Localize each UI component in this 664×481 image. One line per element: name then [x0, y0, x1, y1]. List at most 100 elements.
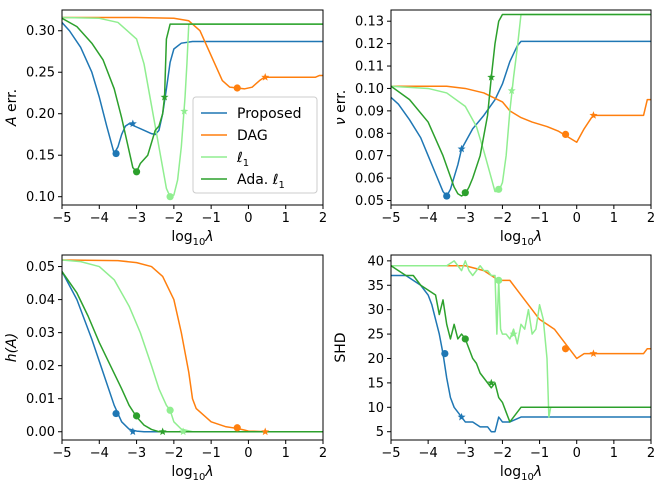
marker-star-ada	[160, 92, 169, 101]
y-tick-label: 0.20	[26, 107, 55, 122]
series-line-proposed	[62, 21, 323, 155]
axes-frame	[61, 254, 324, 441]
marker-star-l1	[507, 86, 516, 95]
marker-dot-proposed	[443, 192, 451, 200]
x-tick-label: −2	[493, 211, 512, 226]
x-tick-label: 1	[282, 446, 290, 461]
x-axis-label: log10λ	[171, 229, 213, 248]
marker-star-proposed	[128, 427, 137, 436]
legend-box	[192, 96, 318, 194]
y-tick-label: 0.13	[355, 15, 384, 30]
x-axis-label: log10λ	[500, 464, 542, 481]
y-tick-label: 0.03	[26, 326, 55, 341]
series-lines	[62, 259, 323, 433]
x-tick-label: −1	[202, 446, 221, 461]
x-tick-label: 1	[610, 446, 618, 461]
x-tick-label: −5	[52, 211, 71, 226]
x-axis-label: log10λ	[500, 229, 542, 248]
x-tick-label: −3	[127, 211, 146, 226]
marker-star-l1	[509, 329, 518, 338]
panel-nu_err: −5 −4 −3 −2 −1 0 1 2 0.05 0.06 0.07 0.08 0.09 0.10 0.1…	[333, 9, 655, 248]
y-tick-label: 5	[376, 425, 384, 440]
marker-dot-ada	[461, 335, 469, 343]
y-tick-label: 25	[367, 328, 384, 343]
series-line-proposed	[391, 40, 651, 197]
marker-dot-proposed	[112, 149, 120, 158]
y-tick-label: 0.08	[355, 127, 384, 142]
panels: −5 −4 −3 −2 −1 0 1 2 0.10 0.15 0.20 0.25 0.30 log10λ A…	[4, 9, 655, 481]
marker-dot-ada	[132, 168, 141, 176]
x-tick-label: 2	[647, 211, 655, 226]
x-tick-label: 0	[573, 446, 581, 461]
legend-label-dag: DAG	[237, 128, 268, 144]
y-tick-label: 0.09	[355, 104, 384, 119]
y-tick-label: 35	[367, 279, 384, 294]
marker-star-l1	[179, 427, 188, 436]
y-tick-label: 0.06	[355, 172, 384, 187]
marker-dot-dag	[561, 345, 570, 353]
series-lines	[62, 16, 323, 198]
marker-dot-proposed	[441, 350, 449, 358]
y-axis-label: h(A)	[4, 333, 20, 362]
series-line-proposed	[62, 271, 323, 433]
marker-star-proposed	[128, 119, 137, 128]
legend-label-ada: Ada. ℓ1	[237, 172, 285, 191]
marker-star-dag	[261, 73, 270, 81]
y-tick-label: 0.07	[355, 149, 384, 164]
x-tick-label: 2	[319, 211, 327, 226]
y-tick-label: 0.00	[26, 425, 55, 440]
y-tick-label: 15	[367, 376, 384, 391]
marker-star-proposed	[457, 144, 466, 153]
x-tick-label: −4	[90, 211, 109, 226]
marker-dot-dag	[561, 130, 570, 138]
y-tick-label: 10	[367, 401, 384, 416]
marker-star-dag	[261, 427, 270, 436]
series-line-dag	[391, 85, 651, 143]
legend: Proposed DAG ℓ1 Ada. ℓ1	[192, 96, 318, 194]
x-tick-label: −3	[456, 446, 475, 461]
marker-dot-ada	[461, 189, 469, 197]
x-tick-label: −4	[90, 446, 109, 461]
x-tick-label: 0	[573, 211, 581, 226]
x-tick-label: −1	[530, 211, 549, 226]
x-tick-label: 1	[282, 211, 290, 226]
axes-frame	[390, 254, 652, 441]
series-lines	[391, 13, 651, 197]
x-tick-label: −5	[52, 446, 71, 461]
marker-star-dag	[589, 111, 598, 119]
x-tick-label: −1	[530, 446, 549, 461]
y-axis-label: SHD	[333, 332, 349, 362]
series-lines	[391, 260, 651, 433]
series-line-l1	[391, 260, 651, 418]
y-tick-label: 0.05	[26, 260, 55, 275]
y-axis-label: A err.	[4, 89, 20, 127]
x-tick-label: 2	[319, 446, 327, 461]
x-tick-label: −1	[202, 211, 221, 226]
x-tick-label: −2	[164, 211, 183, 226]
y-tick-label: 30	[367, 303, 384, 318]
x-tick-label: 2	[647, 446, 655, 461]
x-tick-label: 0	[244, 211, 252, 226]
marker-dot-ada	[132, 412, 141, 420]
y-tick-label: 0.11	[355, 60, 384, 75]
series-line-ada	[62, 17, 323, 173]
x-tick-label: −5	[381, 211, 400, 226]
x-tick-label: −3	[456, 211, 475, 226]
x-axis-label: log10λ	[171, 464, 213, 481]
y-tick-label: 0.04	[26, 293, 55, 308]
y-tick-label: 0.10	[26, 190, 55, 205]
series-line-ada	[391, 13, 651, 197]
legend-label-l1: ℓ1	[236, 150, 249, 169]
marker-star-ada	[158, 427, 167, 436]
y-tick-label: 0.01	[26, 392, 55, 407]
y-tick-label: 0.30	[26, 24, 55, 39]
x-tick-label: 1	[610, 211, 618, 226]
y-tick-label: 0.12	[355, 37, 384, 52]
y-axis-label: ν err.	[333, 90, 349, 125]
x-tick-label: −5	[381, 446, 400, 461]
marker-star-proposed	[457, 412, 466, 421]
panel-h_a: −5 −4 −3 −2 −1 0 1 2 0.00 0.01 0.02 0.03 0.04 0.05 log…	[4, 254, 327, 481]
marker-dot-l1	[166, 193, 174, 201]
